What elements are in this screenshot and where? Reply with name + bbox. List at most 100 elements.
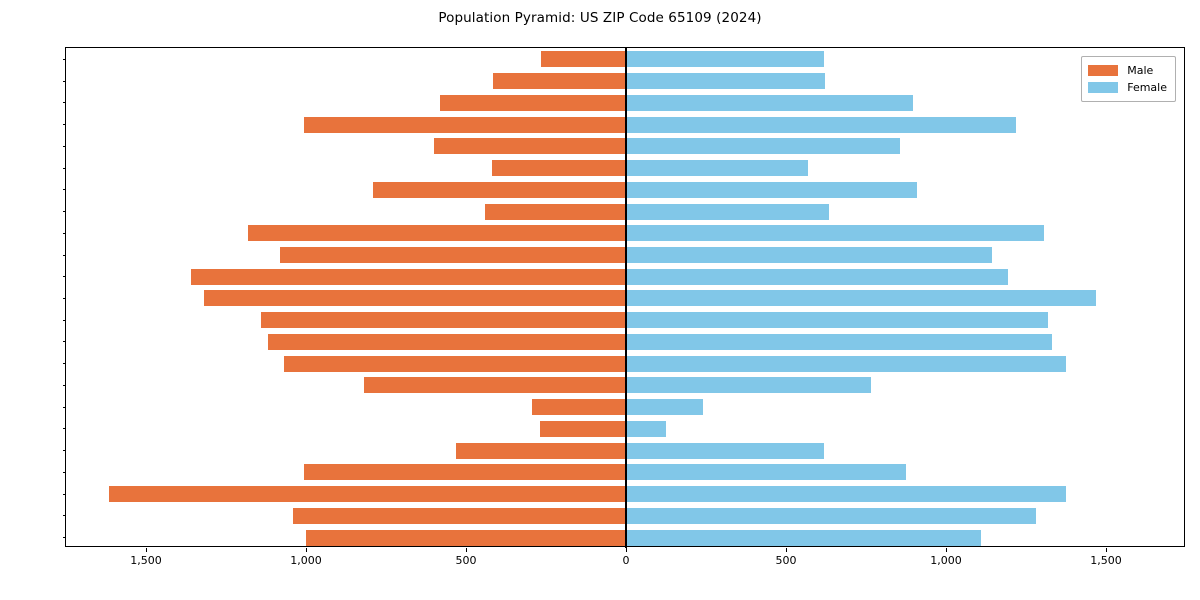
plot-area: Under 55-910-1415-1718-19202122-2425-293…	[62, 47, 1185, 567]
y-tick-mark	[62, 319, 66, 321]
bar-female[interactable]	[626, 399, 703, 416]
x-tick-label: 500	[775, 554, 797, 567]
legend-swatch-icon	[1088, 65, 1119, 76]
y-tick-mark	[62, 80, 66, 82]
bar-male[interactable]	[248, 225, 626, 242]
bar-female[interactable]	[626, 377, 871, 394]
bar-female[interactable]	[626, 268, 1009, 285]
x-tick-label: 1,000	[290, 554, 322, 567]
pyramid-row	[66, 178, 1184, 201]
bar-male[interactable]	[456, 442, 626, 459]
pyramid-row	[66, 526, 1184, 549]
y-tick-mark	[62, 493, 66, 495]
bar-female[interactable]	[626, 160, 809, 177]
bar-male[interactable]	[363, 377, 626, 394]
legend-label: Male	[1127, 64, 1154, 77]
bar-male[interactable]	[306, 529, 626, 546]
bar-female[interactable]	[626, 420, 666, 437]
bar-female[interactable]	[626, 138, 900, 155]
y-tick-mark	[62, 537, 66, 539]
bar-female[interactable]	[626, 225, 1044, 242]
bar-female[interactable]	[626, 290, 1097, 307]
x-tick-mark	[786, 548, 787, 552]
bar-male[interactable]	[485, 203, 626, 220]
x-tick-label: 1,500	[1090, 554, 1122, 567]
bar-male[interactable]	[304, 116, 626, 133]
bar-male[interactable]	[434, 138, 626, 155]
bar-male[interactable]	[203, 290, 626, 307]
bar-female[interactable]	[626, 94, 914, 111]
bar-male[interactable]	[440, 94, 626, 111]
pyramid-row	[66, 287, 1184, 310]
y-tick-mark	[62, 428, 66, 430]
pyramid-row	[66, 505, 1184, 528]
bar-male[interactable]	[267, 333, 626, 350]
pyramid-row	[66, 439, 1184, 462]
bar-female[interactable]	[626, 51, 825, 68]
y-tick-mark	[62, 124, 66, 126]
bar-female[interactable]	[626, 442, 825, 459]
pyramid-row	[66, 91, 1184, 114]
x-tick-label: 1,500	[130, 554, 162, 567]
zero-axis-line	[625, 48, 627, 548]
x-tick-mark	[946, 548, 947, 552]
bar-male[interactable]	[280, 247, 626, 263]
y-tick-mark	[62, 341, 66, 343]
legend-entry[interactable]: Male	[1088, 62, 1167, 79]
y-tick-mark	[62, 471, 66, 473]
y-tick-mark	[62, 406, 66, 408]
y-tick-mark	[62, 298, 66, 299]
bar-male[interactable]	[304, 464, 626, 481]
chart-title: Population Pyramid: US ZIP Code 65109 (2…	[438, 10, 762, 26]
bar-female[interactable]	[626, 312, 1049, 329]
pyramid-row	[66, 483, 1184, 506]
bar-male[interactable]	[541, 51, 626, 68]
bar-female[interactable]	[626, 333, 1052, 350]
x-tick-mark	[466, 548, 467, 552]
bar-female[interactable]	[626, 464, 906, 481]
bar-male[interactable]	[190, 268, 626, 285]
pyramid-row	[66, 418, 1184, 441]
bar-female[interactable]	[626, 73, 826, 90]
x-tick-label: 0	[622, 554, 630, 567]
x-tick-label: 1,000	[930, 554, 962, 567]
y-tick-mark	[62, 254, 66, 256]
y-tick-mark	[62, 232, 66, 234]
pyramid-row	[66, 222, 1184, 245]
bar-male[interactable]	[493, 73, 626, 90]
x-tick-mark	[626, 548, 627, 552]
pyramid-row	[66, 70, 1184, 93]
bar-female[interactable]	[626, 247, 993, 263]
pyramid-row	[66, 461, 1184, 484]
x-tick-label: 500	[455, 554, 477, 567]
pyramid-row	[66, 352, 1184, 375]
bar-female[interactable]	[626, 529, 982, 546]
bar-male[interactable]	[261, 312, 626, 329]
y-tick-mark	[62, 276, 66, 278]
chart-legend[interactable]: Male Female	[1081, 56, 1176, 102]
bar-female[interactable]	[626, 507, 1036, 524]
bar-female[interactable]	[626, 355, 1066, 372]
legend-swatch-icon	[1088, 82, 1119, 93]
bar-female[interactable]	[626, 203, 830, 220]
bar-male[interactable]	[283, 355, 626, 372]
bar-male[interactable]	[491, 160, 626, 177]
bar-male[interactable]	[531, 399, 626, 416]
legend-entry[interactable]: Female	[1088, 79, 1167, 96]
bar-female[interactable]	[626, 486, 1066, 503]
bar-male[interactable]	[293, 507, 626, 524]
y-tick-mark	[62, 145, 66, 147]
pyramid-row	[66, 244, 1184, 267]
bar-female[interactable]	[626, 181, 918, 198]
pyramid-row	[66, 135, 1184, 158]
y-tick-mark	[62, 211, 66, 213]
y-tick-mark	[62, 167, 66, 169]
pyramid-row	[66, 374, 1184, 397]
y-tick-mark	[62, 450, 66, 452]
bar-female[interactable]	[626, 116, 1017, 133]
x-tick-mark	[146, 548, 147, 552]
bar-male[interactable]	[539, 420, 626, 437]
bar-male[interactable]	[109, 486, 626, 503]
bar-male[interactable]	[373, 181, 626, 198]
